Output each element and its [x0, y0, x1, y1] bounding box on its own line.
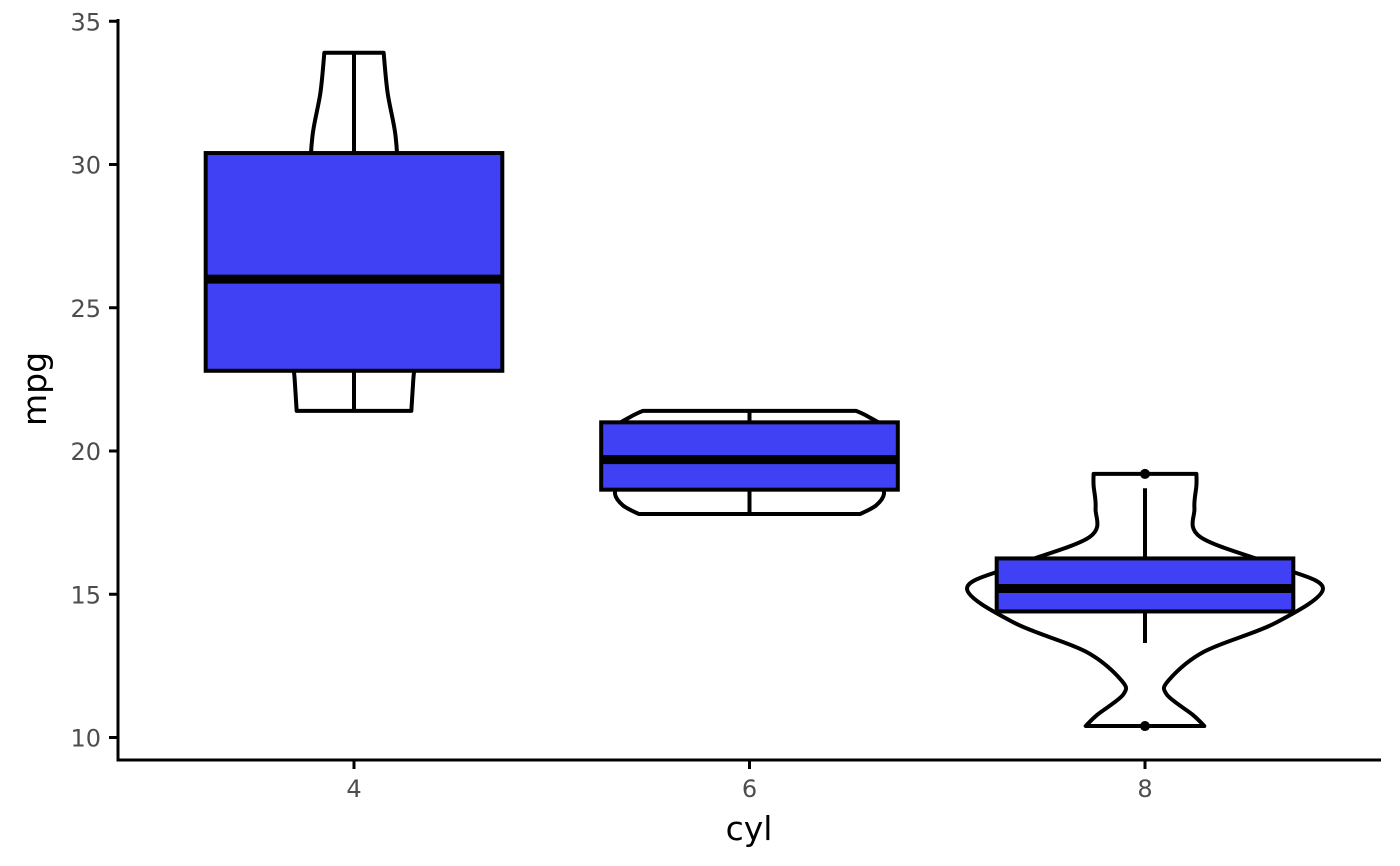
y-tick-label: 25 [70, 295, 101, 323]
boxplot-layer [203, 52, 1296, 732]
x-axis-title: cyl [726, 809, 773, 848]
x-tick-label: 6 [742, 775, 757, 803]
outlier-point [1140, 721, 1150, 732]
y-tick-label: 10 [70, 725, 101, 753]
y-axis-ticks: 10 15 20 25 30 35 [70, 8, 118, 753]
x-tick-label: 8 [1137, 775, 1152, 803]
x-tick-label: 4 [346, 775, 361, 803]
outlier-point [1140, 468, 1150, 479]
y-axis-title: mpg [15, 352, 54, 426]
violin-8 [965, 471, 1325, 729]
box-4 [203, 151, 505, 373]
y-tick-label: 15 [70, 581, 101, 609]
y-tick-label: 30 [70, 152, 101, 180]
y-tick-label: 20 [70, 438, 101, 466]
y-tick-label: 35 [70, 8, 101, 36]
x-axis-ticks: 4 6 8 [346, 760, 1153, 803]
